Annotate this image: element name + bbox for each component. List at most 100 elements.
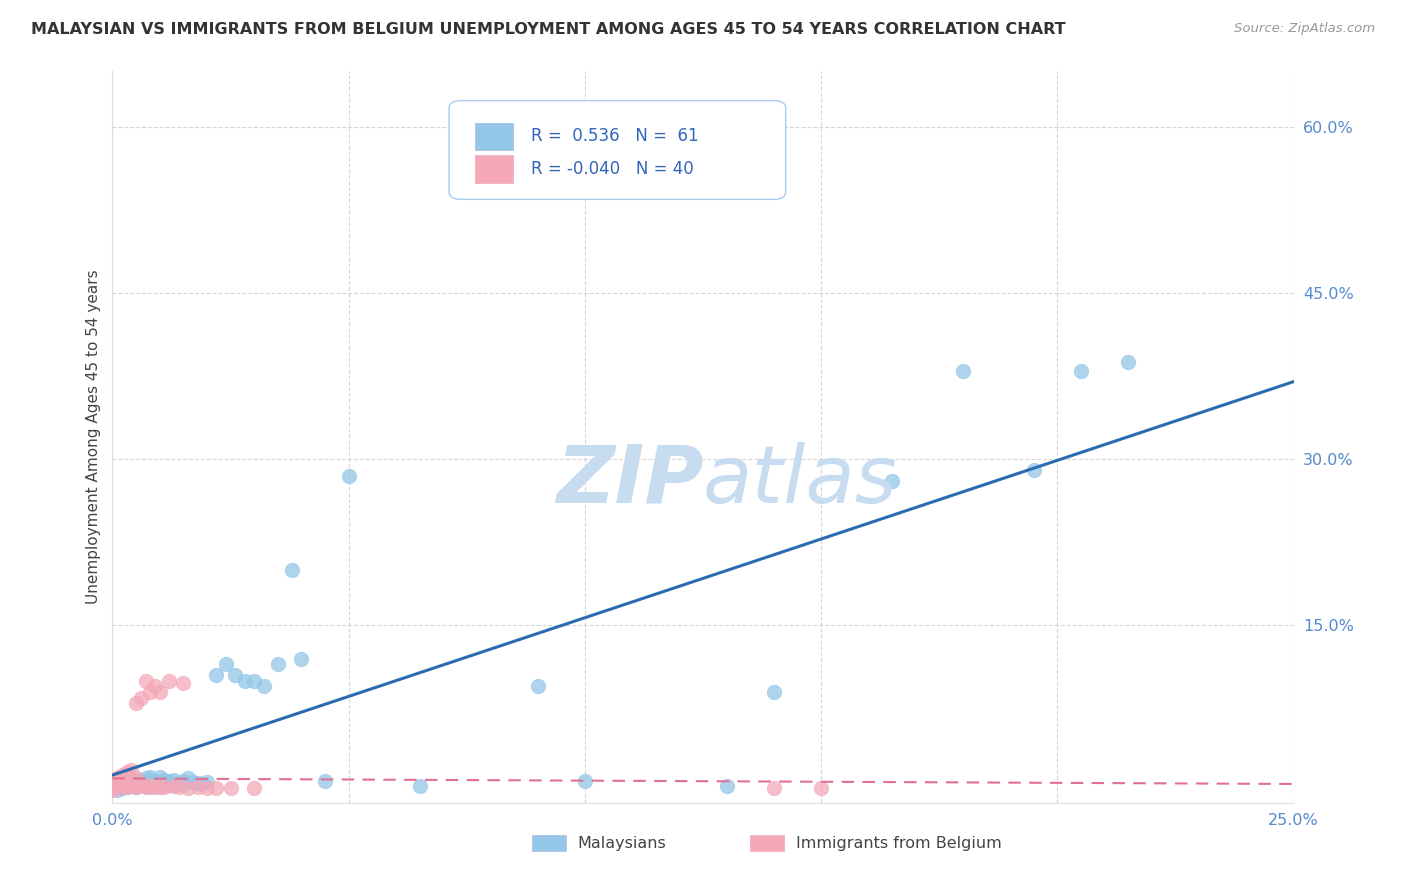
Point <box>574 773 596 788</box>
Point <box>181 774 204 789</box>
Text: R =  0.536   N =  61: R = 0.536 N = 61 <box>530 128 699 145</box>
Point <box>143 780 166 795</box>
Point <box>149 685 172 699</box>
Point <box>219 781 242 796</box>
Point <box>115 780 138 795</box>
Point <box>186 776 208 790</box>
Point <box>139 779 162 793</box>
Point <box>105 782 128 797</box>
Point <box>111 768 134 782</box>
Point <box>205 781 228 796</box>
Point <box>120 773 142 788</box>
Point <box>314 773 336 788</box>
Point <box>120 779 142 793</box>
Point <box>135 776 157 790</box>
Point <box>177 781 200 796</box>
Point <box>267 657 290 672</box>
Point <box>115 777 138 791</box>
Point <box>195 774 218 789</box>
Point <box>172 773 194 788</box>
Point <box>129 690 152 705</box>
Point <box>163 772 186 787</box>
Text: Source: ZipAtlas.com: Source: ZipAtlas.com <box>1234 22 1375 36</box>
Point <box>139 770 162 784</box>
Point <box>125 696 148 710</box>
Point <box>115 776 138 790</box>
Text: MALAYSIAN VS IMMIGRANTS FROM BELGIUM UNEMPLOYMENT AMONG AGES 45 TO 54 YEARS CORR: MALAYSIAN VS IMMIGRANTS FROM BELGIUM UNE… <box>31 22 1066 37</box>
Point <box>163 779 186 793</box>
Point <box>135 673 157 688</box>
Point <box>111 773 134 788</box>
Point <box>1116 355 1139 369</box>
Point <box>167 780 190 795</box>
Point <box>149 770 172 784</box>
Point <box>153 772 176 787</box>
Point <box>243 781 266 796</box>
Point <box>952 363 974 377</box>
Point <box>762 685 785 699</box>
Point <box>115 764 138 779</box>
Point <box>177 772 200 786</box>
Point <box>157 673 180 688</box>
Point <box>157 778 180 792</box>
Point <box>129 773 152 788</box>
Point <box>205 668 228 682</box>
Point <box>1070 363 1092 377</box>
Point <box>125 780 148 795</box>
Text: Immigrants from Belgium: Immigrants from Belgium <box>796 836 1002 851</box>
Text: ZIP: ZIP <box>555 442 703 520</box>
Point <box>105 776 128 790</box>
Text: R = -0.040   N = 40: R = -0.040 N = 40 <box>530 161 693 178</box>
Point <box>115 780 138 795</box>
Point <box>129 778 152 792</box>
FancyBboxPatch shape <box>449 101 786 200</box>
Text: atlas: atlas <box>703 442 898 520</box>
Point <box>125 772 148 786</box>
Point <box>191 777 214 791</box>
Point <box>157 773 180 788</box>
FancyBboxPatch shape <box>751 835 785 851</box>
Point <box>149 779 172 793</box>
Point <box>120 772 142 786</box>
Point <box>120 763 142 777</box>
Point <box>281 563 304 577</box>
Point <box>880 475 903 489</box>
Point <box>172 778 194 792</box>
Point <box>135 772 157 786</box>
Point <box>139 780 162 795</box>
Point <box>153 780 176 795</box>
Point <box>129 778 152 792</box>
Point <box>111 779 134 793</box>
FancyBboxPatch shape <box>475 155 513 183</box>
Point <box>105 781 128 796</box>
Point <box>1022 463 1045 477</box>
Point <box>243 673 266 688</box>
Point <box>716 779 738 793</box>
Point <box>167 776 190 790</box>
Point <box>139 685 162 699</box>
Point <box>215 657 238 672</box>
Point <box>115 773 138 788</box>
FancyBboxPatch shape <box>531 835 565 851</box>
Point <box>224 668 246 682</box>
Point <box>111 778 134 792</box>
Point <box>526 680 548 694</box>
Point <box>408 779 430 793</box>
Point <box>186 780 208 795</box>
Point <box>195 781 218 796</box>
Point <box>101 782 124 797</box>
Point <box>101 779 124 793</box>
Point <box>337 468 360 483</box>
Point <box>120 776 142 790</box>
Point <box>290 651 312 665</box>
Point <box>125 772 148 787</box>
Point <box>810 781 832 796</box>
Point <box>149 780 172 795</box>
Point <box>111 781 134 796</box>
Point <box>172 676 194 690</box>
Point <box>125 780 148 795</box>
Point <box>153 777 176 791</box>
Text: Malaysians: Malaysians <box>578 836 666 851</box>
Point <box>125 777 148 791</box>
Point <box>233 673 256 688</box>
